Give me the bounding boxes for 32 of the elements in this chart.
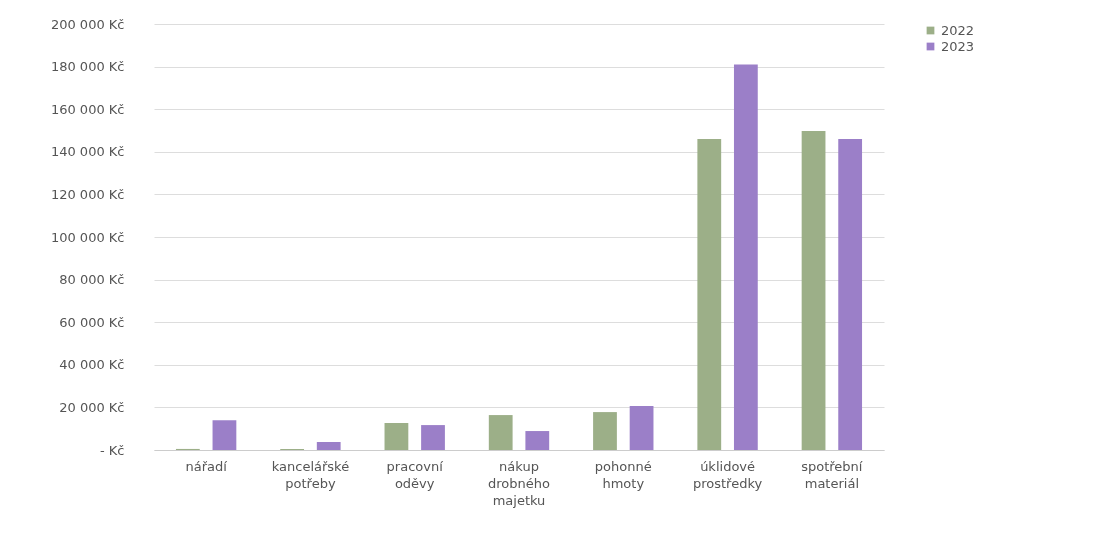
bar [212,420,237,450]
y-tick-label: 160 000 Kč [50,101,125,117]
y-tick-label: 120 000 Kč [50,186,125,202]
bar [316,441,341,450]
y-tick-label: - Kč [100,442,125,458]
x-tick-label: pracovní oděvy [386,458,444,491]
y-tick-label: 200 000 Kč [50,16,125,32]
x-tick-label: spotřební materiál [801,458,863,491]
bar [733,64,758,450]
bar [384,422,409,450]
y-tick-label: 40 000 Kč [59,357,125,373]
y-tick-label: 140 000 Kč [50,144,125,160]
x-tick-label: nákup drobného majetku [488,458,551,508]
x-tick-label: pohonné hmoty [594,458,652,491]
x-tick-label: nářadí [185,458,228,474]
bar [421,425,445,450]
bar [593,412,617,450]
bar [801,130,826,450]
bar [629,405,654,450]
y-tick-label: 60 000 Kč [59,314,125,330]
legend-label: 2023 [941,38,975,54]
bar [838,139,863,450]
y-tick-label: 80 000 Kč [59,272,125,288]
x-tick-label: kancelářské potřeby [271,458,350,491]
x-tick-label: úklidové prostředky [692,458,763,491]
bar [488,415,513,450]
y-tick-label: 100 000 Kč [50,229,125,245]
bar [697,139,722,450]
y-tick-label: 180 000 Kč [50,59,125,75]
bar [525,431,550,450]
legend-label: 2022 [941,22,975,38]
y-tick-label: 20 000 Kč [59,399,125,415]
